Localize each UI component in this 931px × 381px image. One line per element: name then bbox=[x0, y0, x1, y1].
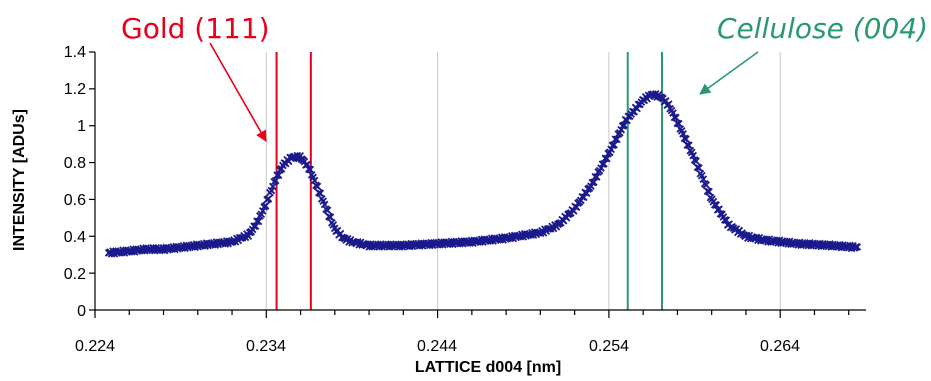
y-tick-label-4: 0.8 bbox=[64, 155, 86, 172]
axis-ticks bbox=[89, 51, 850, 318]
cellulose-annotation-label: Cellulose (004) bbox=[717, 12, 928, 45]
y-tick-label-7: 1.4 bbox=[64, 44, 86, 61]
data-point-417 bbox=[705, 187, 713, 196]
data-point-360 bbox=[623, 116, 631, 125]
data-point-145 bbox=[313, 182, 322, 191]
data-point-152 bbox=[323, 206, 332, 215]
data-point-406 bbox=[689, 151, 698, 160]
data-point-104 bbox=[254, 217, 263, 226]
x-tick-label-2: 0.244 bbox=[417, 338, 457, 355]
y-tick-label-3: 0.6 bbox=[64, 192, 86, 209]
data-point-113 bbox=[267, 186, 276, 195]
x-tick-label-0: 0.224 bbox=[75, 338, 115, 355]
data-point-358 bbox=[620, 121, 628, 130]
data-point-519 bbox=[852, 243, 860, 251]
data-point-410 bbox=[695, 164, 703, 172]
data-series bbox=[104, 89, 862, 258]
series-0-markers bbox=[104, 89, 862, 258]
data-point-394 bbox=[672, 113, 680, 122]
y-tick-label-5: 1 bbox=[77, 118, 86, 135]
data-point-344 bbox=[600, 159, 608, 168]
data-point-116 bbox=[271, 176, 280, 185]
cellulose-annotation-arrow bbox=[699, 51, 759, 95]
data-point-154 bbox=[326, 213, 335, 221]
data-point-401 bbox=[682, 135, 690, 143]
data-point-140 bbox=[306, 165, 315, 174]
data-point-109 bbox=[261, 201, 270, 210]
gridlines bbox=[265, 52, 781, 310]
gold-annotation-label: Gold (111) bbox=[121, 12, 270, 45]
gold-annotation-arrow bbox=[209, 42, 267, 142]
y-tick-label-2: 0.4 bbox=[64, 229, 86, 246]
y-tick-label-0: 0 bbox=[77, 303, 86, 320]
data-point-403 bbox=[685, 141, 693, 150]
x-tick-label-4: 0.264 bbox=[760, 338, 800, 355]
y-axis-title: INTENSITY [ADUs] bbox=[11, 109, 28, 251]
x-tick-label-1: 0.234 bbox=[246, 338, 286, 355]
x-tick-label-3: 0.254 bbox=[589, 338, 629, 355]
data-point-337 bbox=[590, 178, 598, 187]
data-point-396 bbox=[674, 119, 683, 128]
y-tick-label-6: 1.2 bbox=[64, 81, 86, 98]
data-point-117 bbox=[273, 171, 281, 179]
data-point-111 bbox=[264, 195, 273, 203]
data-point-338 bbox=[591, 172, 600, 181]
data-point-392 bbox=[669, 109, 677, 117]
data-point-352 bbox=[611, 135, 620, 144]
data-point-147 bbox=[316, 189, 325, 198]
data-point-353 bbox=[613, 135, 621, 144]
y-tick-label-1: 0.2 bbox=[64, 266, 86, 283]
data-point-520 bbox=[853, 243, 862, 251]
data-point-118 bbox=[274, 171, 283, 180]
reference-lines bbox=[275, 52, 664, 310]
data-point-351 bbox=[610, 140, 618, 149]
x-axis-title: LATTICE d004 [nm] bbox=[415, 359, 561, 376]
data-point-408 bbox=[692, 157, 700, 165]
data-point-415 bbox=[702, 181, 710, 189]
data-point-367 bbox=[633, 104, 641, 113]
data-point-332 bbox=[582, 189, 591, 197]
